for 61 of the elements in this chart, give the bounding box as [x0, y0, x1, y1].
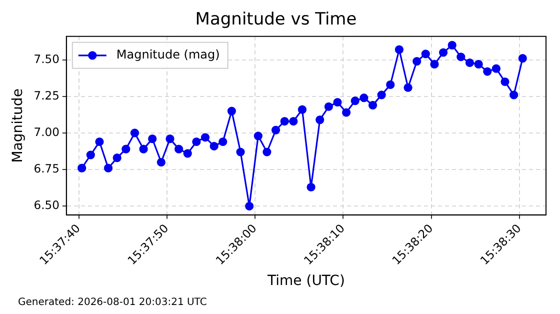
point	[500, 77, 510, 86]
x-axis-title: Time (UTC)	[266, 273, 345, 290]
point	[200, 133, 210, 142]
point	[245, 202, 254, 210]
point	[518, 54, 527, 63]
point	[271, 126, 280, 134]
point	[280, 116, 289, 126]
point	[342, 108, 351, 117]
point	[78, 164, 86, 172]
chart-title: Magnitude vs Time	[195, 10, 357, 30]
point	[183, 149, 192, 158]
point	[192, 137, 201, 146]
point	[386, 80, 395, 89]
point	[350, 96, 360, 106]
point	[430, 60, 439, 69]
text: Generated: 2026-08-01 20:03:21 UTC	[18, 297, 207, 308]
point	[438, 48, 448, 57]
point	[254, 132, 262, 140]
y-tick-label: 7.25	[34, 88, 60, 102]
point	[448, 40, 456, 50]
point	[298, 105, 307, 114]
y-tick-label: 7.00	[34, 124, 60, 139]
point	[166, 134, 174, 144]
point	[333, 98, 342, 107]
point	[360, 94, 368, 102]
point	[474, 60, 483, 69]
point	[394, 45, 404, 54]
point	[465, 58, 474, 68]
point	[324, 102, 333, 111]
point	[456, 52, 466, 62]
y-tick-label: 6.75	[34, 162, 60, 176]
y-tick-label: 7.50	[34, 52, 60, 66]
point	[86, 150, 95, 160]
point	[210, 142, 218, 150]
point	[148, 134, 157, 144]
y-axis-title: Magnitude	[10, 88, 26, 163]
point	[306, 182, 316, 192]
point	[421, 50, 430, 58]
point	[510, 90, 518, 100]
point	[104, 164, 113, 172]
point	[112, 154, 122, 162]
y-tick-label: 6.50	[34, 198, 60, 212]
point	[377, 90, 386, 100]
point	[412, 56, 422, 66]
legend-label: Magnitude (mag)	[116, 48, 220, 62]
point	[95, 137, 104, 146]
point	[139, 144, 148, 154]
point	[122, 144, 130, 154]
point	[236, 148, 245, 156]
point	[156, 158, 166, 167]
point	[289, 116, 298, 126]
point	[368, 100, 378, 110]
point	[483, 67, 492, 76]
point	[404, 83, 412, 92]
point	[174, 144, 184, 154]
point	[262, 148, 272, 156]
point	[492, 64, 501, 73]
point	[130, 128, 140, 138]
point	[227, 106, 236, 116]
point	[316, 116, 324, 124]
point	[218, 137, 228, 146]
